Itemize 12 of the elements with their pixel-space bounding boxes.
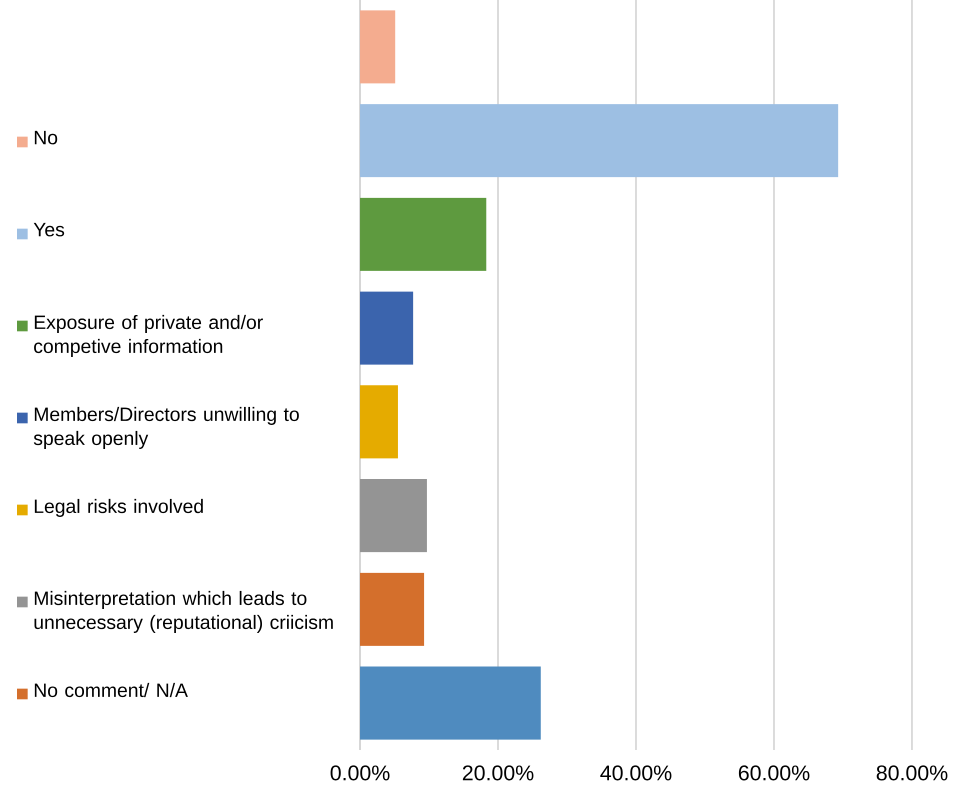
x-tick-label: 40.00%	[600, 765, 672, 780]
legend-label: No comment/ N/A	[34, 682, 188, 698]
x-tick-label: 80.00%	[876, 765, 948, 780]
legend-label: Exposure of private and/or competive information	[34, 314, 263, 357]
x-tick-label: 60.00%	[738, 765, 810, 780]
legend-label: No	[34, 130, 58, 144]
x-tick-label: 20.00%	[462, 765, 534, 780]
legend-label: Yes	[34, 222, 64, 236]
legend-label: Members/Directors unwilling to speak openly	[34, 406, 299, 449]
legend-label: Legal risks involved	[34, 498, 203, 517]
x-tick-label: 0.00%	[330, 765, 390, 780]
legend-label: Misinterpretation which leads to unnecessary (reputational) criicism	[34, 590, 333, 633]
